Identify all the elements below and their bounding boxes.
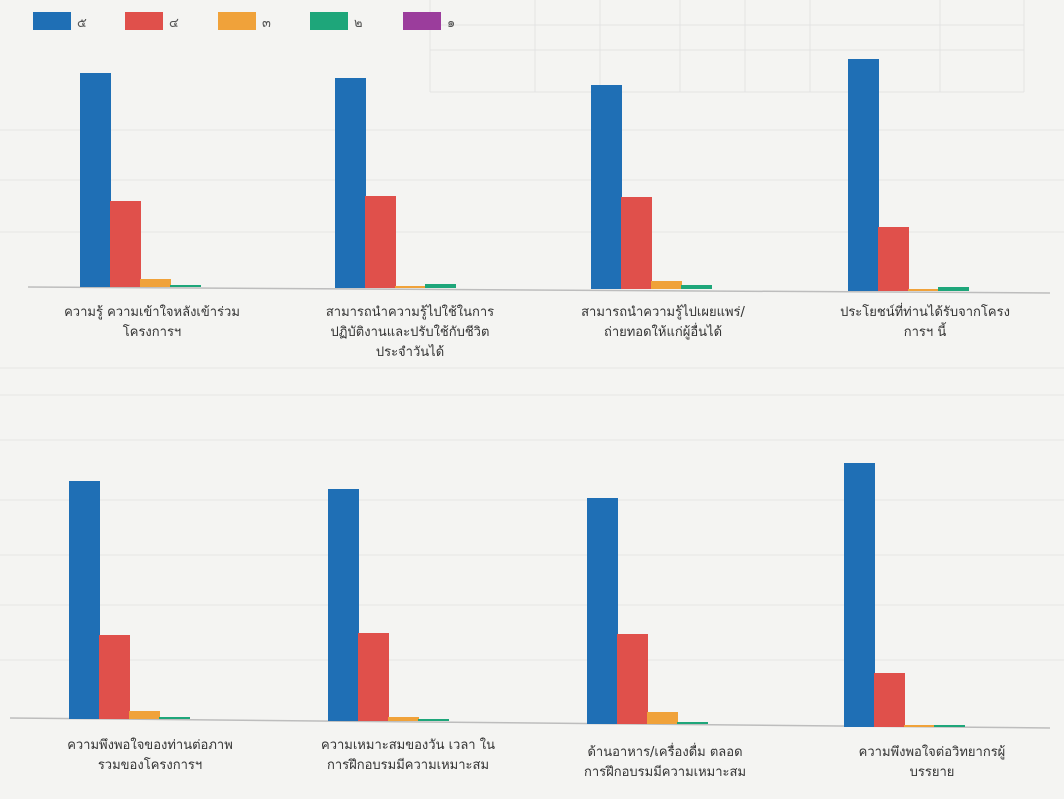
bar bbox=[587, 498, 618, 724]
bar bbox=[651, 281, 682, 289]
legend-label: ๑ bbox=[447, 16, 455, 31]
bar bbox=[140, 279, 171, 287]
category-label: ความพึงพอใจต่อวิทยากรผู้บรรยาย bbox=[859, 744, 1006, 780]
category-label: ความรู้ ความเข้าใจหลังเข้าร่วมโครงการฯ bbox=[64, 304, 240, 340]
bar bbox=[621, 197, 652, 289]
bar bbox=[677, 722, 708, 724]
bar bbox=[110, 201, 141, 287]
bar bbox=[938, 287, 969, 291]
category-label: สามารถนำความรู้ไปใช้ในการปฏิบัติงานและปร… bbox=[326, 304, 494, 360]
bar bbox=[878, 227, 909, 291]
category-label-line: ความเหมาะสมของวัน เวลา ใน bbox=[321, 737, 495, 753]
bar bbox=[647, 712, 678, 724]
category-label-line: สามารถนำความรู้ไปเผยแพร่/ bbox=[581, 304, 745, 320]
category-label-line: สามารถนำความรู้ไปใช้ในการ bbox=[326, 304, 494, 320]
bar bbox=[395, 286, 426, 288]
bar bbox=[617, 634, 648, 724]
legend-label: ๔ bbox=[169, 16, 179, 31]
bar bbox=[335, 78, 366, 288]
category-label-line: การฝึกอบรมมีความเหมาะสม bbox=[584, 764, 746, 780]
legend-swatch bbox=[403, 12, 441, 30]
category-label-line: ถ่ายทอดให้แก่ผู้อื่นได้ bbox=[604, 323, 722, 340]
legend-swatch bbox=[218, 12, 256, 30]
bar bbox=[388, 717, 419, 721]
bar bbox=[934, 725, 965, 727]
legend-label: ๓ bbox=[262, 16, 271, 31]
category-label-line: รวมของโครงการฯ bbox=[98, 757, 202, 773]
bar bbox=[129, 711, 160, 719]
legend-label: ๕ bbox=[77, 16, 87, 31]
bars bbox=[69, 59, 969, 727]
category-label-line: การฝึกอบรมมีความเหมาะสม bbox=[327, 757, 489, 773]
category-label-line: การฯ นี้ bbox=[904, 322, 947, 340]
bar bbox=[844, 463, 875, 727]
legend: ๕ ๔ ๓ ๒ ๑ bbox=[33, 12, 455, 31]
legend-label: ๒ bbox=[354, 16, 363, 31]
legend-swatch bbox=[33, 12, 71, 30]
bar bbox=[874, 673, 905, 727]
category-label-line: ประจำวันได้ bbox=[376, 344, 444, 360]
category-label-line: ความรู้ ความเข้าใจหลังเข้าร่วม bbox=[64, 304, 240, 320]
bar bbox=[908, 289, 939, 291]
bar bbox=[425, 284, 456, 288]
category-label: สามารถนำความรู้ไปเผยแพร่/ ถ่ายทอดให้แก่ผู… bbox=[581, 304, 745, 340]
category-label-line: บรรยาย bbox=[910, 765, 955, 780]
bar bbox=[358, 633, 389, 721]
category-label: ด้านอาหาร/เครื่องดื่ม ตลอดการฝึกอบรมมีคว… bbox=[584, 743, 746, 780]
bar bbox=[848, 59, 879, 291]
legend-swatch bbox=[310, 12, 348, 30]
category-label: ความพึงพอใจของท่านต่อภาพรวมของโครงการฯ bbox=[67, 737, 233, 773]
bar bbox=[681, 285, 712, 289]
category-label-line: ด้านอาหาร/เครื่องดื่ม ตลอด bbox=[587, 743, 742, 760]
background-table-lines bbox=[430, 0, 1024, 92]
category-label-line: ความพึงพอใจของท่านต่อภาพ bbox=[67, 737, 233, 753]
category-label: ความเหมาะสมของวัน เวลา ในการฝึกอบรมมีควา… bbox=[321, 737, 495, 773]
category-label-line: ประโยชน์ที่ท่านได้รับจากโครง bbox=[840, 303, 1010, 320]
bar bbox=[80, 73, 111, 287]
legend-swatch bbox=[125, 12, 163, 30]
category-label-line: โครงการฯ bbox=[123, 324, 181, 340]
category-label-line: ปฏิบัติงานและปรับใช้กับชีวิต bbox=[331, 324, 490, 340]
bar bbox=[365, 196, 396, 288]
bar bbox=[99, 635, 130, 719]
bar bbox=[328, 489, 359, 721]
bar bbox=[904, 725, 935, 727]
bar bbox=[170, 285, 201, 287]
bar bbox=[418, 719, 449, 721]
bar bbox=[159, 717, 190, 719]
gridlines bbox=[0, 130, 1064, 728]
bar bbox=[591, 85, 622, 289]
category-label-line: ความพึงพอใจต่อวิทยากรผู้ bbox=[859, 744, 1006, 760]
bar bbox=[69, 481, 100, 719]
category-label: ประโยชน์ที่ท่านได้รับจากโครงการฯ นี้ bbox=[840, 303, 1010, 340]
